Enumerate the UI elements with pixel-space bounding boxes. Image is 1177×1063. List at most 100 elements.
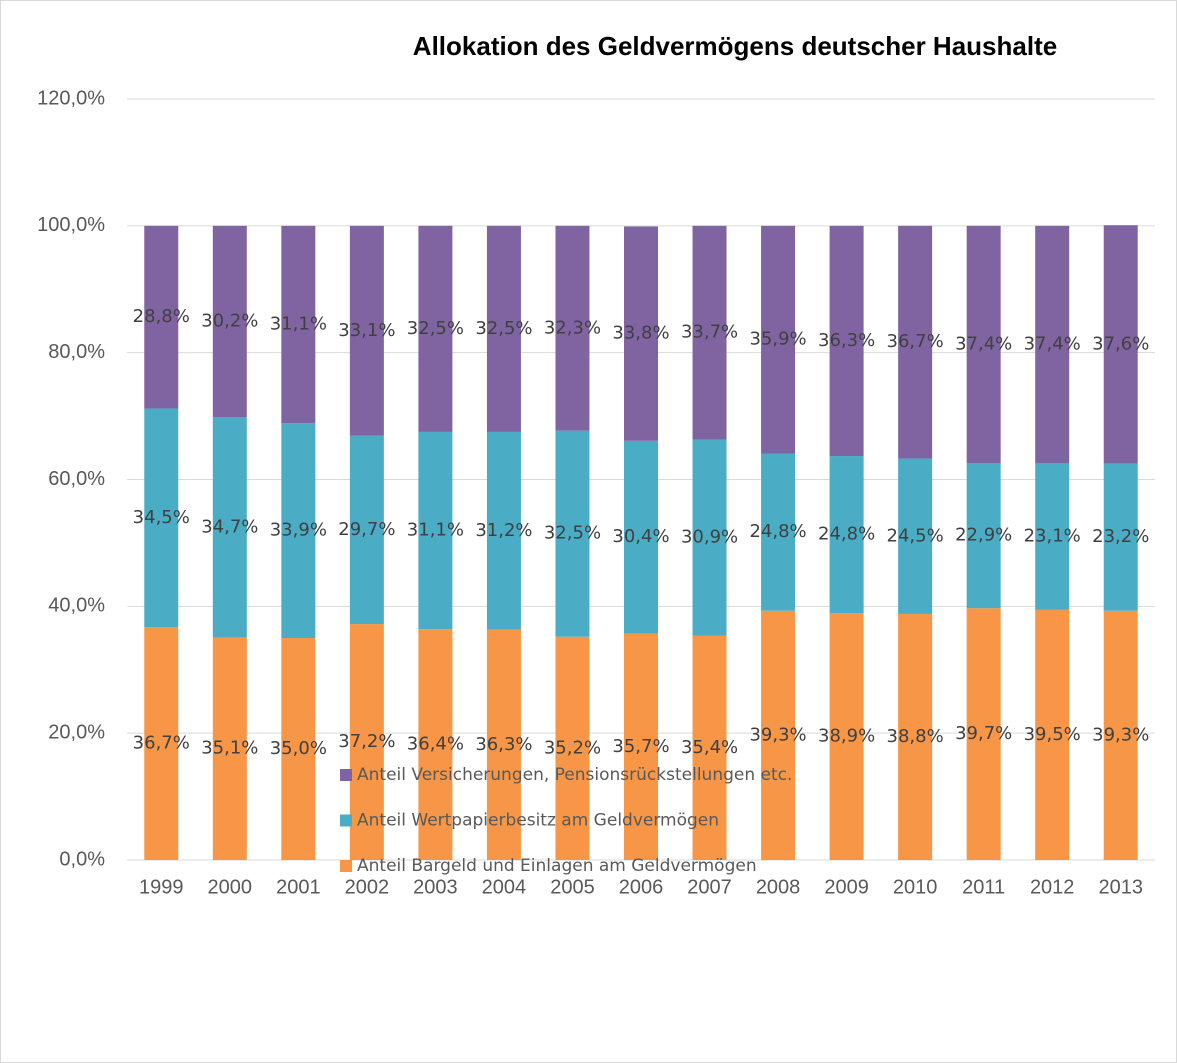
data-label: 36,7% (887, 331, 944, 352)
bar-segment (761, 453, 796, 611)
data-label: 23,1% (1024, 525, 1081, 546)
data-label: 37,6% (1092, 333, 1149, 354)
data-label: 33,1% (338, 320, 395, 341)
data-label: 35,7% (612, 736, 669, 757)
data-label: 31,1% (270, 313, 327, 334)
bar-segment (418, 225, 453, 432)
data-label: 36,4% (407, 734, 464, 755)
bar-segment (144, 408, 179, 628)
bar-segment (486, 629, 521, 860)
y-tick-label: 40,0% (48, 595, 105, 617)
data-label: 38,8% (887, 726, 944, 747)
bar-segment (692, 225, 727, 440)
legend-swatch (340, 860, 352, 872)
data-label: 32,5% (475, 318, 532, 339)
chart-title: Allokation des Geldvermögens deutscher H… (413, 31, 1057, 61)
bar-segment (1035, 609, 1070, 860)
data-label: 36,3% (818, 330, 875, 351)
data-label: 35,2% (544, 737, 601, 758)
data-label: 35,1% (201, 738, 258, 759)
bar-segment (624, 633, 658, 860)
bar-segment (281, 225, 316, 424)
data-label: 30,2% (201, 311, 258, 332)
x-tick-label: 2007 (687, 876, 732, 898)
data-label: 24,5% (887, 525, 944, 546)
bar-segment (1035, 463, 1070, 610)
bar-segment (1103, 463, 1138, 611)
data-label: 30,4% (612, 526, 669, 547)
legend-label: Anteil Versicherungen, Pensionsrückstell… (357, 765, 792, 785)
legend-label: Anteil Wertpapierbesitz am Geldvermögen (357, 811, 719, 831)
data-label: 39,5% (1024, 724, 1081, 745)
bar-segment (212, 225, 247, 418)
bar-segment (761, 610, 796, 860)
bar-segment (692, 439, 727, 636)
data-label: 30,9% (681, 527, 738, 548)
data-label: 37,4% (955, 333, 1012, 354)
data-label: 22,9% (955, 525, 1012, 546)
bar-segment (555, 636, 590, 860)
bar-segment (1103, 225, 1138, 464)
data-label: 37,2% (338, 731, 395, 752)
x-tick-label: 2010 (893, 876, 938, 898)
data-label: 35,9% (749, 329, 806, 350)
bar-segment (624, 226, 658, 441)
bar-segment (281, 638, 316, 860)
bar-segment (966, 463, 1001, 609)
x-tick-label: 2001 (276, 876, 321, 898)
data-label: 35,0% (270, 738, 327, 759)
bar-segment (829, 613, 864, 860)
bar-segment (1103, 610, 1138, 860)
y-tick-label: 0,0% (59, 848, 105, 870)
legend-swatch (340, 769, 352, 781)
data-label: 36,7% (133, 733, 190, 754)
bar-segment (555, 430, 590, 637)
bar-segment (624, 440, 658, 634)
x-tick-label: 2011 (962, 876, 1005, 898)
y-tick-label: 100,0% (37, 214, 105, 236)
x-tick-label: 2004 (482, 876, 527, 898)
bar-segment (966, 608, 1001, 860)
data-label: 37,4% (1024, 333, 1081, 354)
bar-segment (418, 431, 453, 630)
bar-segment (349, 225, 384, 436)
x-tick-label: 2000 (208, 876, 253, 898)
bar-segment (555, 225, 590, 431)
data-label: 33,7% (681, 322, 738, 343)
data-label: 33,9% (270, 520, 327, 541)
x-tick-label: 2012 (1030, 876, 1075, 898)
data-label: 33,8% (612, 323, 669, 344)
data-label: 35,4% (681, 737, 738, 758)
x-tick-label: 2006 (619, 876, 664, 898)
data-label: 24,8% (818, 524, 875, 545)
x-tick-label: 2008 (756, 876, 801, 898)
bar-segment (829, 225, 864, 457)
bar-segment (1035, 225, 1070, 464)
bar-segment (418, 629, 453, 860)
data-label: 28,8% (133, 306, 190, 327)
y-tick-label: 60,0% (48, 468, 105, 490)
bar-segment (144, 225, 179, 409)
bar-segment (486, 431, 521, 630)
data-label: 36,3% (475, 734, 532, 755)
x-tick-label: 2005 (550, 876, 595, 898)
y-tick-label: 80,0% (48, 341, 105, 363)
bar-segment (212, 417, 247, 638)
data-label: 32,3% (544, 317, 601, 338)
data-label: 39,3% (749, 724, 806, 745)
data-label: 31,2% (475, 520, 532, 541)
bar-segment (212, 637, 247, 860)
bar-segment (829, 456, 864, 614)
data-label: 32,5% (407, 318, 464, 339)
y-tick-label: 120,0% (37, 87, 105, 109)
legend-swatch (340, 814, 352, 827)
bar-segment (898, 613, 933, 860)
legend-label: Anteil Bargeld und Einlagen am Geldvermö… (357, 856, 757, 876)
data-label: 34,5% (133, 507, 190, 528)
x-tick-label: 2003 (413, 876, 458, 898)
bar-segment (966, 225, 1001, 464)
bar-segment (144, 627, 179, 860)
bar-segment (486, 225, 521, 432)
bar-segment (349, 624, 384, 860)
